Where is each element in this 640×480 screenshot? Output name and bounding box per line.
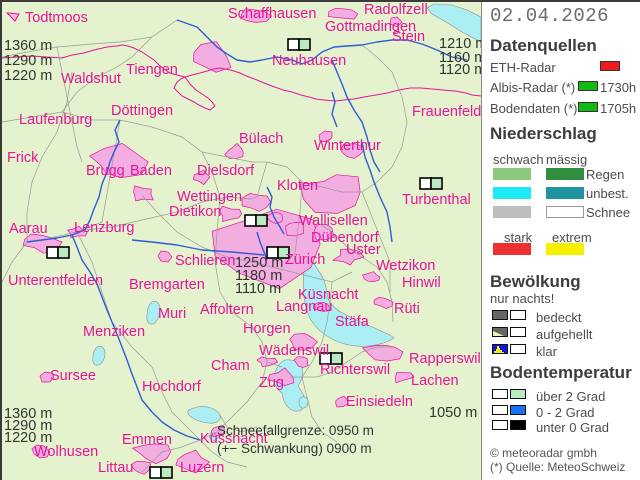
- svg-text:Littau: Littau: [98, 460, 133, 476]
- svg-text:Wallisellen: Wallisellen: [299, 213, 368, 229]
- svg-text:Winterthur: Winterthur: [314, 138, 381, 154]
- svg-text:Brugg: Brugg: [86, 163, 125, 179]
- svg-text:Hochdorf: Hochdorf: [142, 379, 202, 395]
- svg-text:Hinwil: Hinwil: [402, 275, 441, 291]
- svg-text:Laufenburg: Laufenburg: [19, 112, 92, 128]
- svg-text:Luzern: Luzern: [180, 460, 224, 476]
- svg-text:Rüti: Rüti: [394, 301, 420, 317]
- svg-text:Cham: Cham: [211, 358, 250, 374]
- svg-text:Emmen: Emmen: [122, 432, 172, 448]
- svg-text:Wädenswil: Wädenswil: [259, 343, 329, 359]
- svg-text:Unterentfelden: Unterentfelden: [8, 273, 103, 289]
- svg-text:1050 m: 1050 m: [429, 405, 477, 421]
- svg-text:Neuhausen: Neuhausen: [272, 53, 346, 69]
- svg-text:Lenzburg: Lenzburg: [74, 220, 134, 236]
- svg-text:(+− Schwankung) 0900 m: (+− Schwankung) 0900 m: [217, 441, 372, 456]
- svg-text:Todtmoos: Todtmoos: [25, 10, 88, 26]
- svg-text:Richterswil: Richterswil: [320, 362, 390, 378]
- svg-text:Döttingen: Döttingen: [111, 103, 173, 119]
- svg-text:Affoltern: Affoltern: [200, 302, 254, 318]
- svg-text:Menziken: Menziken: [83, 324, 145, 340]
- svg-text:Lachen: Lachen: [411, 373, 459, 389]
- svg-text:Schaffhausen: Schaffhausen: [228, 6, 316, 22]
- svg-text:Kloten: Kloten: [277, 178, 318, 194]
- svg-text:Tiengen: Tiengen: [126, 62, 178, 78]
- svg-text:Muri: Muri: [158, 306, 186, 322]
- svg-text:Turbenthal: Turbenthal: [402, 192, 471, 208]
- svg-text:Wettingen: Wettingen: [177, 189, 242, 205]
- svg-text:Schneefallgrenze: 0950 m: Schneefallgrenze: 0950 m: [217, 423, 374, 438]
- svg-text:Rapperswil: Rapperswil: [409, 351, 481, 367]
- svg-text:Sursee: Sursee: [50, 368, 96, 384]
- svg-text:Frick: Frick: [7, 150, 39, 166]
- svg-text:1220 m: 1220 m: [4, 68, 52, 84]
- svg-text:Waldshut: Waldshut: [61, 71, 121, 87]
- svg-text:Horgen: Horgen: [243, 321, 291, 337]
- svg-text:Uster: Uster: [346, 242, 381, 258]
- svg-text:Aarau: Aarau: [9, 221, 48, 237]
- svg-text:Dietikon: Dietikon: [169, 204, 221, 220]
- svg-text:Zürich: Zürich: [285, 252, 325, 268]
- svg-text:Wolhusen: Wolhusen: [34, 444, 98, 460]
- svg-text:Bremgarten: Bremgarten: [129, 277, 205, 293]
- svg-text:Stein: Stein: [392, 29, 425, 45]
- svg-text:Frauenfeld: Frauenfeld: [412, 104, 481, 120]
- svg-text:1290 m: 1290 m: [4, 53, 52, 69]
- svg-text:Zug: Zug: [259, 375, 284, 391]
- svg-text:Einsiedeln: Einsiedeln: [346, 394, 413, 410]
- svg-text:Schlieren: Schlieren: [175, 253, 235, 269]
- svg-text:Stäfa: Stäfa: [335, 314, 370, 330]
- svg-text:Langnau: Langnau: [276, 299, 332, 315]
- svg-text:1360 m: 1360 m: [4, 38, 52, 54]
- svg-text:Radolfzell: Radolfzell: [364, 2, 428, 18]
- svg-text:Baden: Baden: [130, 163, 172, 179]
- svg-text:1120 m: 1120 m: [439, 62, 481, 78]
- svg-text:Dielsdorf: Dielsdorf: [197, 163, 255, 179]
- svg-text:1110 m: 1110 m: [235, 281, 281, 297]
- svg-text:Bülach: Bülach: [239, 131, 283, 147]
- svg-text:Wetzikon: Wetzikon: [376, 258, 435, 274]
